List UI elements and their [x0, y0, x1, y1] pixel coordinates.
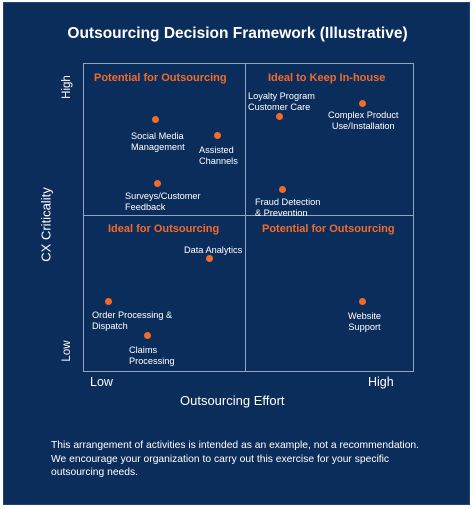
footnote: This arrangement of activities is intend… [51, 440, 420, 478]
item-dot-loyalty [276, 113, 283, 120]
x-axis-high-label: High [368, 375, 394, 389]
quadrant-matrix: Potential for Outsourcing Ideal to Keep … [83, 63, 414, 372]
item-label-social-media: Social Media Management [131, 131, 185, 152]
item-label-loyalty: Loyalty Program Customer Care [248, 91, 315, 112]
horizontal-divider [84, 215, 413, 216]
quadrant-title-top-right: Ideal to Keep In-house [268, 72, 386, 84]
item-dot-complex-product [359, 100, 366, 107]
item-label-fraud: Fraud Detection & Prevention [255, 197, 321, 218]
item-label-claims: Claims Processing [129, 345, 175, 366]
diagram-title: Outsourcing Decision Framework (Illustra… [67, 25, 408, 42]
item-label-complex-product: Complex Product Use/Installation [328, 110, 399, 131]
item-label-surveys: Surveys/Customer Feedback [125, 191, 201, 212]
y-axis-title: CX Criticality [38, 187, 54, 262]
framework-card: Outsourcing Decision Framework (Illustra… [3, 2, 470, 505]
item-dot-claims [144, 332, 151, 339]
y-axis-high-label: High [61, 75, 73, 99]
item-dot-website [359, 298, 366, 305]
y-axis-low-label: Low [61, 340, 73, 362]
item-dot-order-processing [105, 298, 112, 305]
item-dot-surveys [154, 180, 161, 187]
item-label-assisted-channels: Assisted Channels [199, 145, 238, 166]
item-dot-social-media [152, 116, 159, 123]
vertical-divider [245, 64, 246, 371]
item-label-order-processing: Order Processing & Dispatch [92, 310, 173, 331]
item-label-data-analytics: Data Analytics [184, 245, 243, 255]
item-dot-assisted-channels [214, 132, 221, 139]
quadrant-title-bottom-right: Potential for Outsourcing [262, 223, 395, 235]
item-dot-data-analytics [206, 255, 213, 262]
x-axis-title: Outsourcing Effort [180, 393, 285, 408]
item-dot-fraud [279, 186, 286, 193]
x-axis-low-label: Low [90, 375, 113, 389]
quadrant-title-bottom-left: Ideal for Outsourcing [108, 223, 220, 235]
quadrant-title-top-left: Potential for Outsourcing [94, 72, 227, 84]
item-label-website: Website Support [348, 311, 382, 332]
